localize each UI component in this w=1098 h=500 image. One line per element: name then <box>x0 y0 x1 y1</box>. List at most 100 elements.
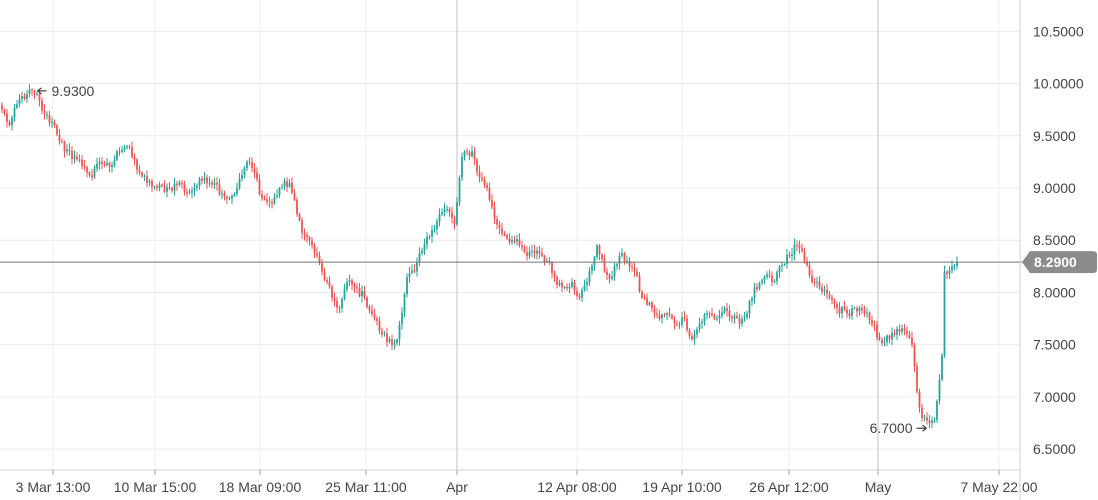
candle <box>6 109 8 128</box>
candle <box>336 296 338 313</box>
x-tick-label: 19 Apr 10:00 <box>642 479 722 495</box>
candle <box>808 261 811 278</box>
candle <box>718 309 721 324</box>
candle <box>248 157 251 166</box>
candle <box>646 293 648 306</box>
candle <box>56 124 58 137</box>
candle <box>698 317 701 333</box>
candle <box>588 267 591 286</box>
candle <box>678 321 681 329</box>
candle <box>498 220 501 235</box>
candle <box>466 148 468 156</box>
candle <box>791 248 793 262</box>
candle <box>338 305 341 314</box>
candle <box>243 165 246 179</box>
candle <box>933 417 936 424</box>
candle <box>416 257 418 277</box>
candle <box>951 260 953 274</box>
candle <box>251 157 253 173</box>
candle <box>726 303 728 317</box>
candle <box>146 170 148 188</box>
candle <box>53 119 56 128</box>
candle <box>116 149 118 162</box>
candle <box>171 186 173 193</box>
candle <box>223 190 226 201</box>
candle <box>196 183 198 192</box>
candle <box>506 233 508 241</box>
candle <box>406 273 408 298</box>
candle <box>216 176 218 191</box>
candle <box>333 292 336 307</box>
y-tick-label: 9.5000 <box>1033 128 1076 144</box>
candle <box>551 261 553 279</box>
candle <box>36 91 38 97</box>
candle <box>598 244 601 261</box>
y-tick-label: 7.5000 <box>1033 337 1076 353</box>
candle <box>343 283 346 301</box>
candle <box>856 305 858 318</box>
candle <box>511 235 513 246</box>
candle <box>681 311 683 328</box>
candle <box>261 190 263 201</box>
candle <box>696 326 698 339</box>
candle <box>896 326 898 341</box>
candle <box>891 327 893 345</box>
candle <box>871 315 873 328</box>
candle <box>448 207 451 217</box>
candle <box>826 283 828 300</box>
candle <box>728 305 731 322</box>
candle <box>663 312 666 318</box>
candles <box>1 84 958 429</box>
candle <box>281 183 283 190</box>
x-tick-label: 25 Mar 11:00 <box>325 479 407 495</box>
candle <box>471 145 473 158</box>
candle <box>898 324 901 336</box>
candle <box>816 277 818 289</box>
candle <box>361 285 363 303</box>
candle <box>608 273 611 284</box>
candle <box>878 332 881 341</box>
candle <box>516 234 518 246</box>
y-tick-label: 8.0000 <box>1033 284 1076 300</box>
candle <box>386 327 388 347</box>
candle <box>363 285 366 301</box>
candle <box>266 193 268 206</box>
candle <box>888 334 891 344</box>
candle <box>686 314 688 333</box>
candle <box>556 275 558 289</box>
candle <box>31 88 33 97</box>
candle <box>843 300 846 312</box>
x-tick-label: 10 Mar 15:00 <box>114 479 197 495</box>
candle <box>926 412 928 425</box>
candle <box>911 331 913 348</box>
candle <box>218 178 221 197</box>
candle <box>631 262 633 272</box>
candle <box>458 175 461 207</box>
candle <box>191 186 193 199</box>
candle <box>621 248 623 258</box>
candle <box>673 315 676 330</box>
candle <box>213 177 216 189</box>
y-tick-label: 6.5000 <box>1033 441 1076 457</box>
candle <box>828 290 831 300</box>
candle <box>173 177 176 196</box>
candle <box>908 330 911 340</box>
candle <box>143 173 146 182</box>
candle <box>731 314 733 324</box>
candle <box>283 178 286 191</box>
candle <box>851 304 853 320</box>
candle <box>796 240 798 252</box>
candle <box>548 257 551 265</box>
candle <box>346 277 348 293</box>
candle <box>616 263 618 271</box>
candle <box>291 177 293 195</box>
candle <box>533 244 536 259</box>
candle <box>83 159 86 171</box>
candle <box>751 296 753 307</box>
candle <box>526 246 528 261</box>
candle <box>473 146 476 165</box>
candle <box>236 183 238 197</box>
candle <box>176 180 178 192</box>
candle <box>358 283 361 298</box>
